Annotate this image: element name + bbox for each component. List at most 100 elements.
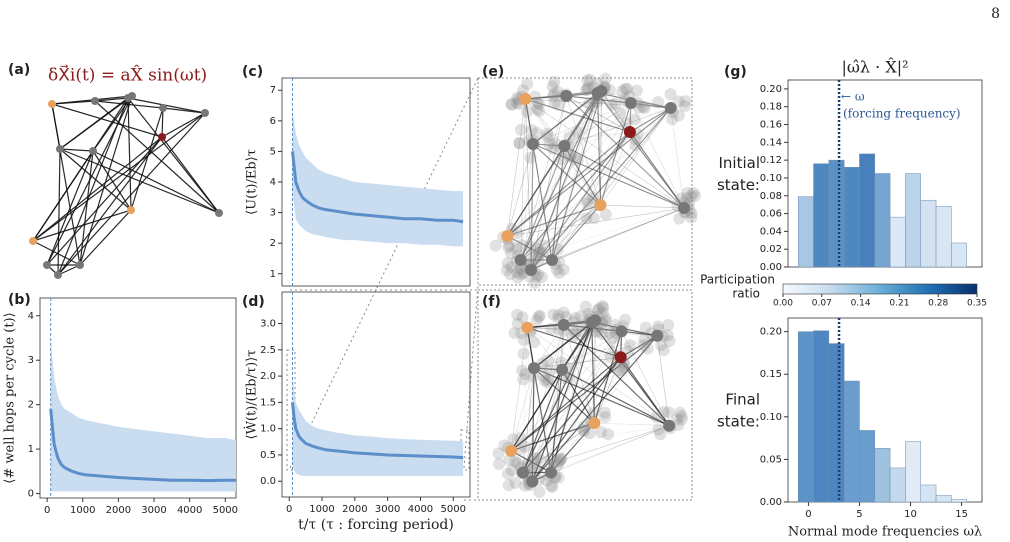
edge	[630, 102, 671, 109]
node-ghost	[629, 139, 642, 152]
edge	[507, 235, 532, 271]
edge	[525, 95, 567, 100]
edge	[522, 368, 535, 473]
node-ghost	[605, 98, 618, 111]
node-ghost	[516, 364, 529, 377]
edge	[566, 95, 631, 133]
node-ghost	[575, 325, 588, 338]
x-axis-label: Normal mode frequencies ωλ	[788, 525, 982, 540]
edge	[564, 145, 685, 209]
edge	[564, 107, 671, 147]
edge	[520, 107, 671, 261]
edge	[629, 107, 671, 133]
colorbar-tick-label: 0.21	[889, 299, 909, 309]
node-ghost	[637, 339, 650, 352]
edge	[621, 331, 670, 426]
edge	[566, 95, 631, 133]
edge	[600, 131, 631, 206]
node-ghost	[511, 317, 524, 330]
x-tick-label: 15	[955, 509, 968, 520]
node-ghost	[529, 465, 542, 478]
edge	[630, 102, 685, 209]
edge	[532, 143, 601, 206]
node-ghost	[517, 333, 530, 346]
node-ghost	[609, 97, 622, 110]
node-ghost	[531, 255, 544, 268]
edge	[524, 98, 534, 145]
node-ghost	[532, 249, 545, 262]
node	[127, 206, 135, 214]
node-ghost	[581, 197, 594, 210]
node-ghost	[528, 336, 541, 349]
y-tick-label: 0.05	[760, 454, 782, 465]
edge	[550, 331, 622, 473]
edge	[551, 90, 602, 261]
edge	[533, 357, 621, 369]
node	[501, 230, 514, 242]
bar	[889, 216, 906, 268]
edge	[600, 204, 685, 209]
edge	[532, 143, 601, 206]
edge	[601, 90, 631, 133]
edge	[533, 335, 658, 369]
edge	[507, 145, 565, 237]
edge	[551, 107, 671, 261]
node-ghost	[581, 194, 594, 207]
edge	[532, 143, 553, 261]
node-ghost	[544, 457, 557, 470]
edge	[565, 95, 685, 209]
edge	[525, 98, 553, 261]
colorbar-label: ratio	[732, 287, 760, 301]
node	[528, 362, 540, 375]
edge	[532, 131, 630, 145]
node-ghost	[537, 246, 550, 259]
edge	[551, 145, 565, 261]
bar	[951, 242, 967, 268]
bar	[935, 206, 952, 268]
node-ghost	[620, 116, 633, 129]
edge	[566, 95, 631, 104]
edge	[564, 102, 632, 147]
edge	[601, 90, 685, 209]
node	[589, 314, 602, 327]
colorbar-tick-label: 0.35	[967, 299, 987, 309]
node-ghost	[513, 136, 526, 149]
panel-label: (g)	[724, 64, 747, 80]
edge	[600, 90, 602, 206]
node-ghost	[517, 347, 530, 360]
x-tick-label: 5	[856, 509, 862, 520]
edge	[600, 90, 602, 206]
edge	[656, 335, 670, 426]
edge	[57, 136, 163, 276]
edge	[564, 102, 632, 147]
edge	[522, 331, 622, 473]
edge	[507, 235, 553, 261]
node-ghost	[587, 212, 600, 225]
node-ghost	[547, 142, 560, 155]
edge	[564, 145, 601, 206]
edge	[564, 107, 671, 147]
y-tick-label: 0.12	[760, 155, 782, 166]
edge	[629, 131, 685, 209]
row-label: state:	[717, 176, 760, 194]
edge	[511, 425, 670, 452]
node	[159, 104, 167, 112]
edge	[530, 204, 601, 271]
node-ghost	[505, 247, 518, 260]
edge	[551, 145, 565, 261]
edge	[532, 102, 631, 145]
bar	[828, 343, 845, 503]
edge	[520, 131, 631, 261]
edge	[533, 324, 564, 369]
node-ghost	[564, 150, 577, 163]
edge	[520, 90, 602, 261]
node-ghost	[595, 426, 608, 439]
edge	[670, 107, 685, 209]
y-tick-label: 1	[270, 269, 276, 280]
bar	[905, 441, 921, 503]
edge	[525, 98, 534, 145]
node-ghost	[579, 300, 592, 313]
node-ghost	[545, 323, 558, 336]
edge	[525, 98, 685, 209]
edge	[597, 92, 601, 206]
